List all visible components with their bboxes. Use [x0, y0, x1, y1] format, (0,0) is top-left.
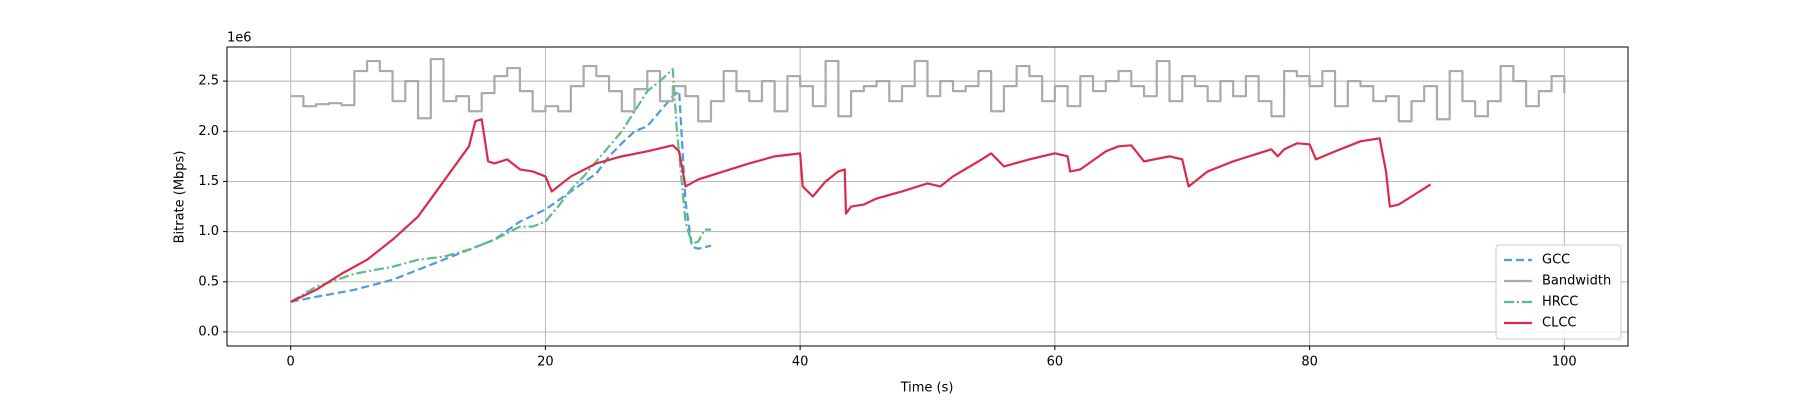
- x-tick-label: 80: [1301, 355, 1318, 370]
- series-line: [290, 90, 712, 303]
- series-line: [290, 67, 711, 303]
- legend: GCC Bandwidth HRCC CLCC: [1495, 244, 1622, 340]
- legend-label: HRCC: [1542, 295, 1578, 310]
- x-tick-label: 100: [1552, 355, 1577, 370]
- series-line: [290, 57, 1566, 123]
- y-tick-label: 2.0: [198, 124, 219, 139]
- plot-frame: [226, 46, 1629, 347]
- legend-box: [1495, 244, 1622, 340]
- x-tick-label: 0: [287, 355, 295, 370]
- x-axis-label: Time (s): [900, 381, 954, 396]
- y-tick-label: 2.5: [198, 74, 219, 89]
- offset-label: 1e6: [227, 31, 252, 46]
- x-tick-label: 60: [1047, 355, 1064, 370]
- y-tick-label: 1.0: [198, 224, 219, 239]
- y-tick-label: 0.0: [198, 324, 219, 339]
- legend-label: GCC: [1542, 253, 1570, 268]
- y-tick-label: 1.5: [198, 174, 219, 189]
- series-line: [290, 118, 1432, 303]
- x-tick-label: 20: [537, 355, 554, 370]
- x-tick-label: 40: [792, 355, 809, 370]
- y-tick-label: 0.5: [198, 274, 219, 289]
- legend-label: Bandwidth: [1542, 274, 1611, 289]
- legend-label: CLCC: [1542, 316, 1576, 331]
- y-axis-label: Bitrate (Mbps): [173, 151, 188, 244]
